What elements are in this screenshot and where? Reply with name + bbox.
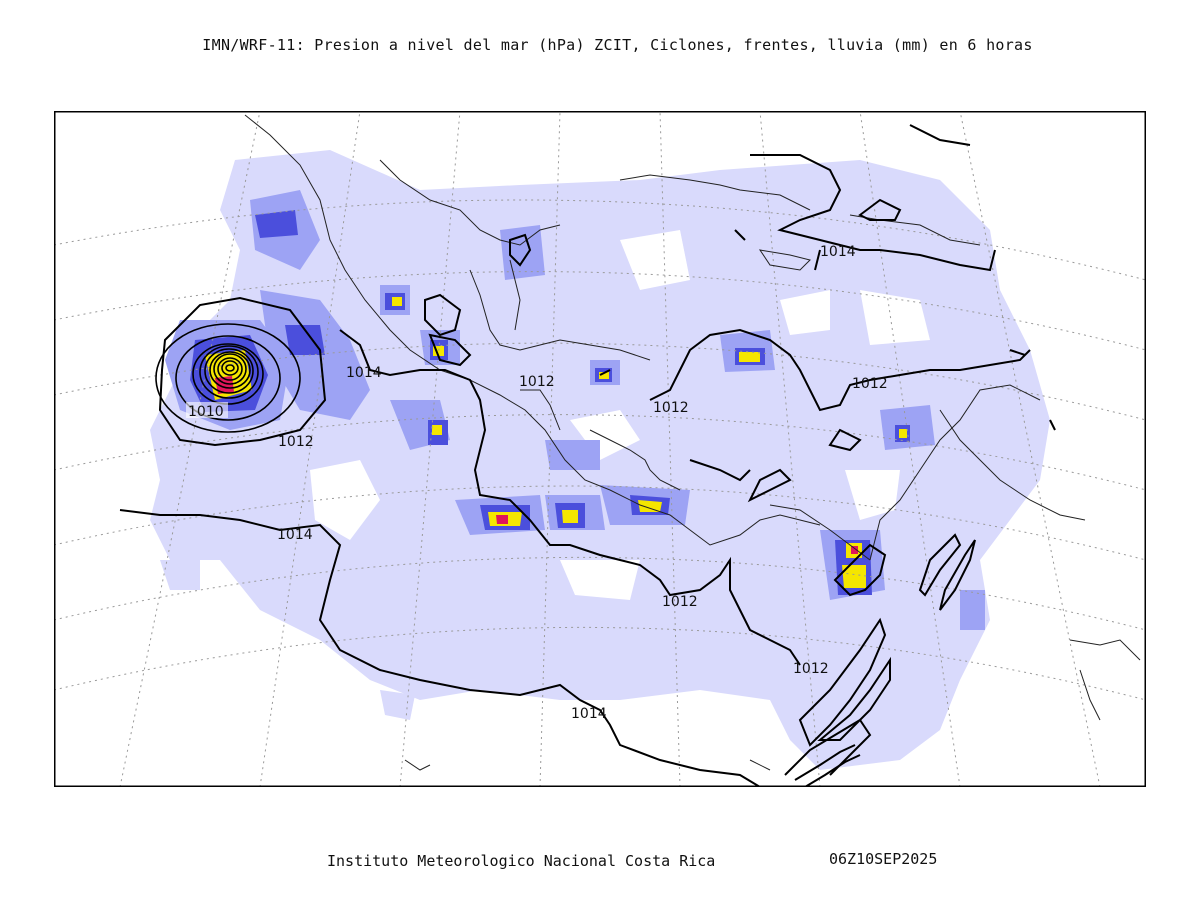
isobar-label: 1012 (852, 376, 888, 392)
isobar-label: 1014 (277, 527, 313, 543)
graticule (54, 111, 1146, 787)
isobar-labels: 1010 1012 1012 1012 1012 1012 1012 1014 … (186, 244, 888, 722)
isobar-1012-main (339, 329, 801, 666)
forecast-datetime: 06Z10SEP2025 (829, 850, 938, 868)
precipitation-map: 1010 1012 1012 1012 1012 1012 1012 1014 … (54, 111, 1146, 787)
map-panel: 1010 1012 1012 1012 1012 1012 1012 1014 … (54, 111, 1146, 787)
coastlines (244, 114, 1141, 771)
isobar-label: 1012 (519, 374, 555, 390)
isobar-label: 1012 (662, 594, 698, 610)
isobar-label: 1010 (188, 404, 224, 420)
isobar-label: 1014 (820, 244, 856, 260)
isobar-label: 1012 (653, 400, 689, 416)
cyclone-isobars (155, 323, 301, 433)
dry-patches (310, 230, 930, 600)
isobars (119, 124, 1056, 787)
institution-label: Instituto Meteorologico Nacional Costa R… (327, 852, 716, 870)
isobar-1014-west (119, 509, 761, 787)
isobar-1012-cuba (649, 328, 1031, 412)
map-border (54, 111, 1146, 787)
map-title: IMN/WRF-11: Presion a nivel del mar (hPa… (202, 36, 1033, 54)
isobar-label: 1014 (346, 365, 382, 381)
isobar-label: 1012 (793, 661, 829, 677)
isobar-label: 1012 (278, 434, 314, 450)
isobar-1012-low (158, 296, 327, 447)
isobar-label: 1014 (571, 706, 607, 722)
